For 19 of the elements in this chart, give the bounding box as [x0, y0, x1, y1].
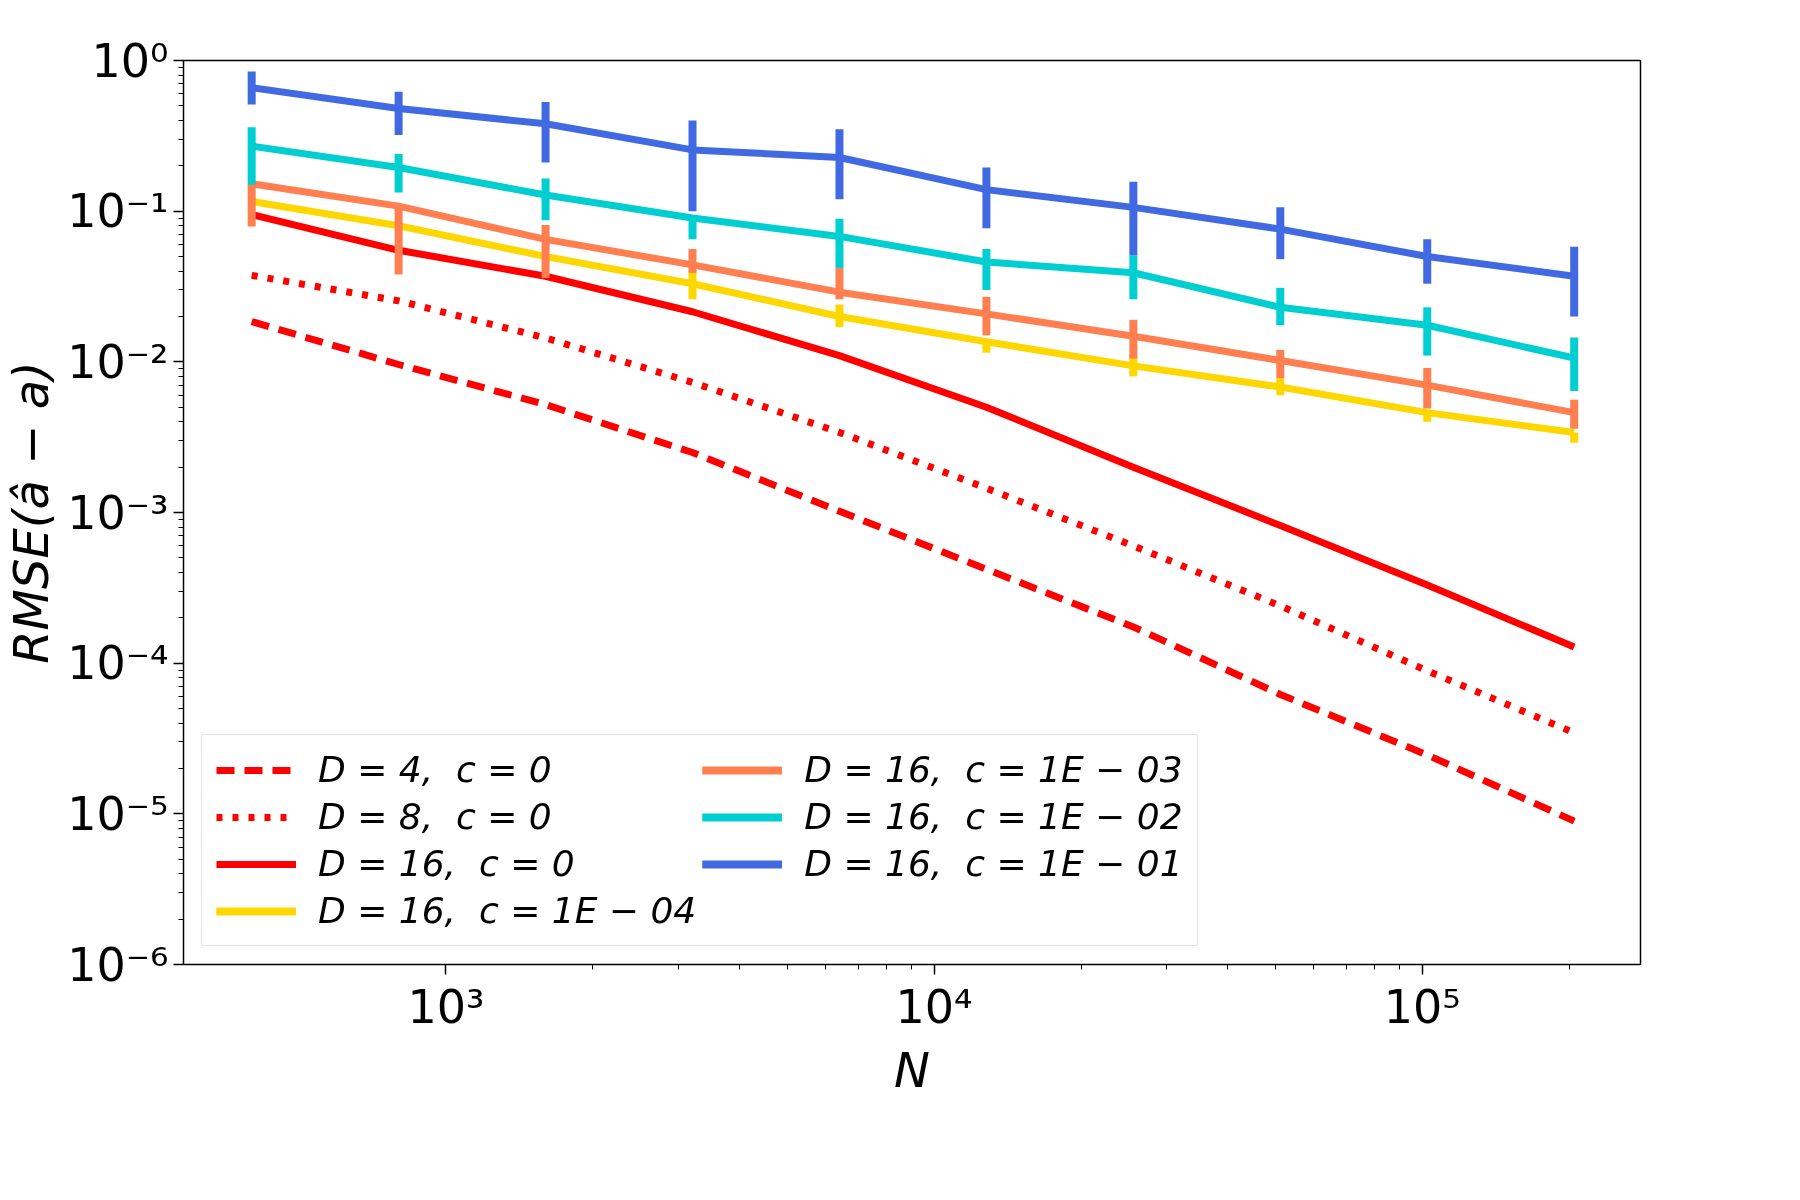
legend-label: D = 8, c = 0: [318, 796, 552, 837]
y-tick-label: 10⁻²: [67, 334, 169, 389]
y-tick-label: 10⁻³: [67, 485, 169, 540]
legend-label: D = 16, c = 1E − 02: [804, 796, 1183, 837]
x-tick-label: 10³: [407, 979, 485, 1034]
legend-label: D = 16, c = 1E − 04: [318, 890, 697, 931]
y-axis-title: RMSE(â − a): [3, 361, 60, 664]
legend-label: D = 16, c = 1E − 03: [804, 749, 1183, 790]
y-tick-label: 10⁻⁶: [67, 937, 169, 992]
x-axis-title: N: [894, 1041, 930, 1098]
y-tick-label: 10⁻¹: [67, 184, 169, 239]
legend-label: D = 4, c = 0: [318, 749, 552, 790]
y-tick-label: 10⁰: [91, 33, 169, 88]
x-tick-label: 10⁵: [1383, 979, 1461, 1034]
legend-label: D = 16, c = 1E − 01: [804, 843, 1183, 884]
x-tick-label: 10⁴: [895, 979, 973, 1034]
y-tick-label: 10⁻⁵: [67, 786, 169, 841]
legend-label: D = 16, c = 0: [318, 843, 575, 884]
y-tick-label: 10⁻⁴: [67, 636, 169, 691]
